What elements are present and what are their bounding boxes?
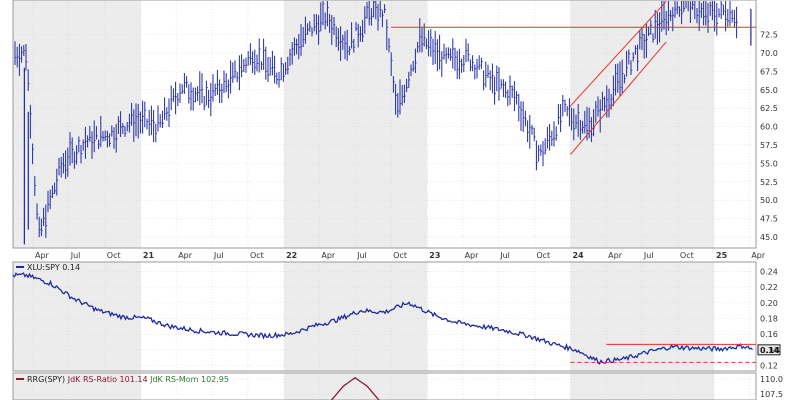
gridlines [13,0,756,400]
price-y-tick-label: 45.0 [760,233,778,242]
rrg-legend-label: RRG(SPY) JdK RS-Ratio 101.14 JdK RS-Mom … [27,375,229,384]
price-y-tick-label: 67.5 [760,67,778,76]
x-tick-label: Oct [393,251,407,260]
rrg-panel: RRG(SPY) JdK RS-Ratio 101.14 JdK RS-Mom … [16,375,380,400]
price-y-tick-label: 60.0 [760,123,778,132]
rrg-legend-name: RRG(SPY) [27,375,68,384]
x-tick-label: Apr [321,251,336,260]
year-band [570,262,715,371]
year-band [13,0,141,248]
current-value-badge [757,344,781,356]
x-tick-label: Jul [70,251,81,260]
price-panel [14,1,756,245]
year-band [284,373,428,400]
x-tick-label: Oct [250,251,264,260]
price-y-tick-label: 72.5 [760,31,778,40]
price-y-tick-label: 70.0 [760,49,778,58]
x-tick-label: Jul [643,251,654,260]
panel-border [12,372,757,400]
ratio-y-tick-label: 0.20 [760,299,778,308]
price-y-tick-label: 50.0 [760,196,778,205]
ratio-y-tick-label: 0.22 [760,283,778,292]
price-y-tick-label: 52.5 [760,178,778,187]
x-tick-label: Oct [536,251,550,260]
x-tick-label: 25 [716,251,728,260]
rrg-legend-ratio: JdK RS-Ratio 101.14 [67,375,150,384]
x-tick-label: 21 [143,251,155,260]
price-y-tick-label: 57.5 [760,141,778,150]
x-tick-label: 22 [286,251,297,260]
panel-border [12,261,757,372]
x-tick-label: 24 [572,251,584,260]
x-tick-label: Apr [608,251,623,260]
ratio-series-line [12,272,753,365]
year-band [570,373,715,400]
x-tick-label: Jul [213,251,224,260]
year-band [13,373,141,400]
ratio-y-tick-label: 0.16 [760,330,778,339]
x-tick-label: Apr [751,251,766,260]
year-band [284,0,428,248]
panel-frames [12,0,757,400]
x-tick-label: Oct [680,251,694,260]
price-y-tick-label: 47.5 [760,215,778,224]
ratio-panel: XLU:SPY 0.14 0.14 [12,263,781,365]
ratio-y-tick-label: 0.12 [760,362,778,371]
axis-labels: Apr Jul Oct 21 Apr Jul Oct 22 Apr Jul Oct 23 Apr Jul O… [35,31,783,399]
price-y-tick-label: 55.0 [760,159,778,168]
rrg-legend-mom: JdK RS-Mom 102.95 [149,375,229,384]
ratio-y-tick-label: 0.24 [760,267,778,276]
x-tick-label: Apr [35,251,50,260]
year-band [284,262,428,371]
x-tick-label: Apr [178,251,193,260]
current-value-label: 0.14 [760,346,780,355]
x-tick-label: 23 [429,251,440,260]
rrg-y-tick-label: 107.5 [760,390,783,399]
price-y-tick-label: 62.5 [760,104,778,113]
x-tick-label: Jul [356,251,367,260]
x-tick-label: Jul [499,251,510,260]
x-tick-label: Oct [107,251,121,260]
channel-line [570,1,667,107]
price-y-tick-label: 65.0 [760,86,778,95]
panel-border [12,0,757,249]
ratio-y-tick-label: 0.18 [760,314,778,323]
ratio-y-tick-label: 0.14 [760,346,778,355]
rrg-y-tick-label: 110.0 [760,375,783,384]
channel-line [570,41,667,155]
ratio-legend-label: XLU:SPY 0.14 [27,263,80,272]
rrg-ratio-line [330,377,380,400]
x-tick-label: Apr [465,251,480,260]
